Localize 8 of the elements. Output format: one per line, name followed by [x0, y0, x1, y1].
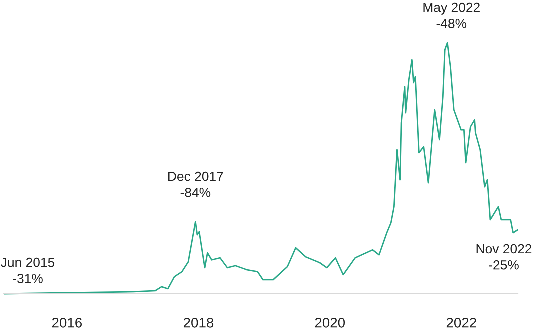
annotation: Dec 2017 -84%: [168, 172, 224, 198]
x-tick-label: 2018: [184, 318, 214, 328]
x-tick-label: 2020: [315, 318, 346, 328]
x-tick-label: 2022: [446, 318, 476, 328]
annotation: May 2022 -48%: [424, 2, 480, 28]
annotation: Jun 2015 -31%: [1, 258, 55, 284]
annotation: Nov 2022 -25%: [476, 244, 532, 270]
x-tick-label: 2016: [52, 318, 82, 328]
